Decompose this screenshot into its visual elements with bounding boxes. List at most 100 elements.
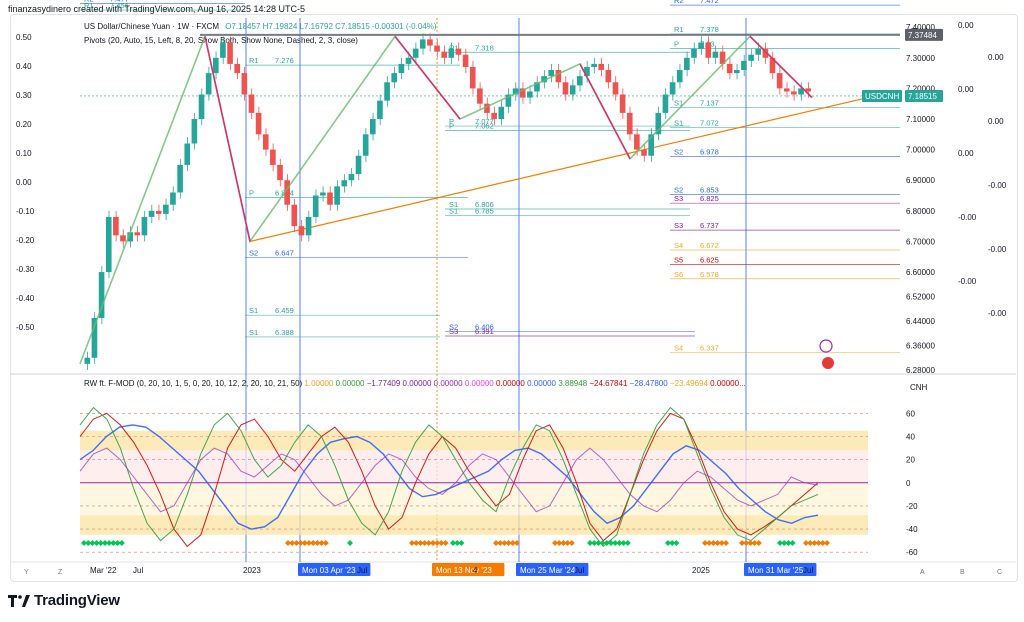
oscillator-axis-currency: CNH [910, 383, 928, 392]
axis-button-b: B [960, 569, 965, 576]
signal-diamond [624, 540, 631, 546]
candle-body [348, 174, 355, 181]
candle-body [555, 70, 562, 83]
signal-diamond [493, 540, 499, 546]
signal-diamond [591, 540, 598, 546]
zigzag-down-segment [749, 35, 813, 99]
signal-diamond [97, 540, 104, 546]
candle-body [412, 48, 419, 58]
candle-body [277, 164, 283, 181]
candle-body [191, 119, 198, 144]
candle-body [498, 106, 505, 120]
pivot-level-label: R1 [449, 43, 459, 52]
signal-diamond [442, 540, 449, 546]
pivot-level-label: R2 [674, 0, 684, 5]
candle-body [298, 226, 305, 236]
signal-diamond [306, 540, 312, 546]
right-scale-tick: -0.00 [958, 213, 977, 222]
candle-body [334, 186, 340, 205]
time-axis-highlight [516, 563, 589, 576]
symbol-title[interactable]: US Dollar/Chinese Yuan · 1W · FXCM [84, 22, 220, 31]
right-scale-tick: -0.00 [958, 277, 977, 286]
time-axis-label: Mon 31 Mar '25 [748, 566, 804, 575]
time-axis-label: Jul [357, 566, 367, 575]
candle-body [484, 103, 490, 113]
candle-body [691, 48, 697, 58]
candle-body [519, 88, 526, 98]
right-scale-tick: 0.00 [988, 53, 1004, 62]
oscillator-axis-tick: 0 [906, 479, 911, 488]
pivot-level-price: 6.825 [700, 194, 719, 203]
signal-diamond [751, 540, 758, 546]
time-axis-label: 4 [473, 566, 478, 575]
pivot-level-label: S4 [674, 344, 683, 353]
price-badge-label: 7.37484 [908, 31, 937, 40]
tradingview-logo[interactable]: TradingView [8, 592, 120, 609]
oscillator-series-red [79, 412, 819, 548]
candle-body [669, 82, 676, 95]
candle-body [198, 94, 205, 120]
candle-body [320, 192, 326, 196]
oscillator-axis-tick: 20 [906, 456, 915, 465]
pivot-level-label: S5 [674, 255, 683, 264]
oscillator-value: 0.00000 [524, 379, 556, 388]
candle-body [384, 82, 390, 101]
time-axis-highlight [432, 563, 505, 576]
signal-diamond [417, 540, 424, 546]
signal-diamond [807, 540, 814, 546]
oscillator-value: −24.67841 [587, 379, 628, 388]
signal-diamond [289, 540, 296, 546]
oscillator-legend[interactable]: RW ft. F-MOD (0, 20, 10, 1, 5, 0, 20, 10… [84, 379, 746, 388]
signal-diamond [102, 540, 108, 546]
pivot-level-price: 6.625 [700, 255, 719, 264]
candle-body [755, 48, 762, 55]
signal-diamond [568, 540, 575, 546]
candle-body [733, 70, 740, 74]
candle-body [469, 66, 476, 89]
signal-diamond [297, 540, 304, 546]
signal-diamond [310, 540, 317, 546]
signal-diamond [450, 540, 456, 546]
pivot-level-label: P [449, 117, 454, 126]
signal-diamond [673, 540, 680, 546]
signal-diamond [599, 540, 606, 546]
candle-body [398, 63, 405, 74]
oscillator-axis-tick: 60 [906, 409, 915, 418]
signal-diamond [81, 540, 87, 546]
pivot-level-label: S6 [674, 270, 683, 279]
left-scale-tick: -0.30 [16, 265, 35, 274]
pivot-level-label: S2 [674, 186, 683, 195]
candle-body [441, 51, 447, 58]
candle-body [369, 119, 376, 135]
candle-body [562, 82, 569, 95]
signal-diamond [89, 540, 96, 546]
candle-body [541, 76, 547, 83]
right-scale-tick: 0.00 [958, 85, 974, 94]
pivot-level-label: P [449, 122, 454, 131]
oscillator-axis-tick: -20 [906, 502, 918, 511]
candle-body [291, 204, 298, 227]
right-scale-tick: 0.00 [958, 21, 974, 30]
signal-diamond [785, 540, 792, 546]
price-axis-tick: 6.52000 [906, 293, 935, 302]
signal-diamond [421, 540, 428, 546]
tradingview-wordmark: TradingView [34, 592, 120, 609]
candle-body [98, 272, 105, 318]
candle-body [584, 66, 590, 77]
signal-diamond [608, 540, 614, 546]
oscillator-band [80, 430, 868, 451]
signal-diamond [824, 540, 830, 546]
pivots-legend[interactable]: Pivots (20, Auto, 15, Left, 8, 20, Show … [84, 36, 358, 45]
candle-body [377, 100, 383, 120]
pivot-level-label: S1 [249, 328, 258, 337]
oscillator-band [80, 515, 868, 535]
candle-body [719, 51, 726, 64]
signal-diamond [110, 540, 117, 546]
signal-diamond [322, 540, 329, 546]
left-scale-tick: -0.40 [16, 294, 35, 303]
candle-body [527, 91, 533, 98]
candle-body [262, 134, 269, 150]
time-axis-highlight [298, 563, 371, 576]
candle-body [791, 91, 797, 95]
